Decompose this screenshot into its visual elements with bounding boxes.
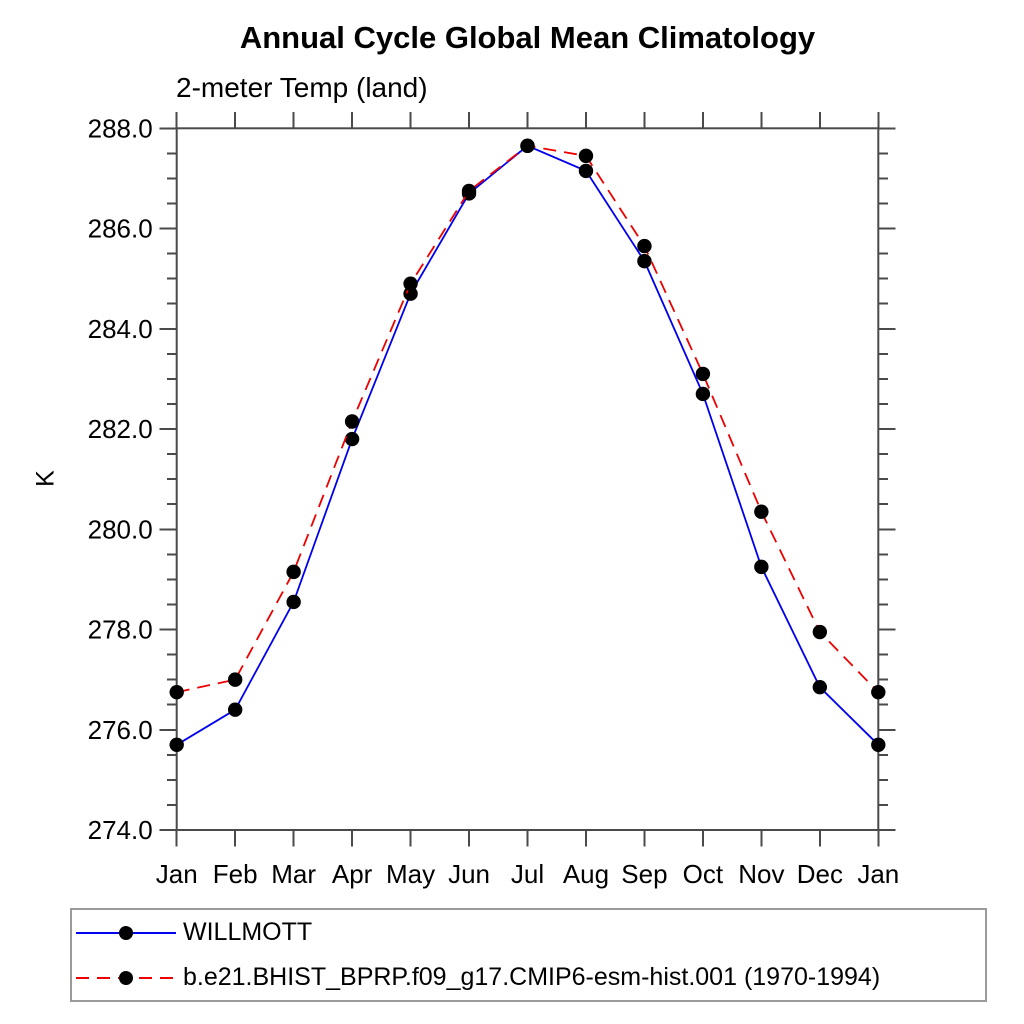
data-point-marker [461,183,477,199]
x-tick-label: Jan [857,859,899,889]
y-tick-label: 276.0 [88,715,153,745]
chart-title: Annual Cycle Global Mean Climatology [239,20,816,55]
x-tick-label: May [386,859,435,889]
data-point-marker [812,679,828,695]
y-tick-label: 274.0 [88,815,153,845]
x-tick-label: Oct [683,859,724,889]
data-point-marker [227,702,243,717]
x-tick-label: Mar [271,859,316,889]
data-point-marker [695,386,711,402]
x-tick-label: Jul [511,859,544,889]
y-tick-label: 280.0 [88,514,153,544]
data-point-marker [344,431,360,447]
data-point-marker [871,737,886,752]
legend-item-willmott: WILLMOTT [72,913,985,953]
x-tick-label: Nov [738,859,784,889]
data-point-marker [637,238,652,254]
legend-line-sample-solid [76,925,176,940]
x-tick-label: Apr [332,859,373,889]
data-point-marker [871,684,886,700]
x-tick-label: Jan [156,859,198,889]
x-tick-label: Sep [621,859,667,889]
x-tick-label: Jun [448,859,490,889]
legend-item-model: b.e21.BHIST_BPRP.f09_g17.CMIP6-esm-hist.… [72,958,985,998]
x-tick-label: Feb [213,859,258,889]
legend-box: WILLMOTT b.e21.BHIST_BPRP.f09_g17.CMIP6-… [70,908,987,1002]
y-tick-label: 284.0 [88,314,153,344]
data-point-marker [754,504,769,519]
data-point-marker [637,253,652,269]
series-line-model [176,144,879,694]
legend-line-sample-dashed [76,970,176,985]
data-point-marker [344,414,360,429]
legend-label-model: b.e21.BHIST_BPRP.f09_g17.CMIP6-esm-hist.… [183,963,881,991]
data-point-marker [695,366,711,382]
data-point-marker [169,737,184,752]
data-point-marker [169,684,184,700]
y-tick-label: 278.0 [88,615,153,645]
legend-label-willmott: WILLMOTT [183,918,313,946]
data-point-marker [286,594,301,610]
y-tick-label: 286.0 [88,214,153,244]
data-point-marker [227,672,243,687]
series-line-willmott [176,144,879,746]
data-point-marker [812,624,828,640]
chart-subtitle: 2-meter Temp (land) [176,72,428,103]
x-tick-label: Dec [797,859,843,889]
data-point-marker [754,559,769,575]
data-point-marker [578,163,594,179]
data-point-marker [286,564,301,580]
data-point-marker [578,148,594,164]
data-point-marker [403,276,418,291]
y-tick-label: 288.0 [88,113,153,143]
data-point-marker [520,138,535,154]
x-tick-label: Aug [563,859,609,889]
y-tick-label: 282.0 [88,414,153,444]
